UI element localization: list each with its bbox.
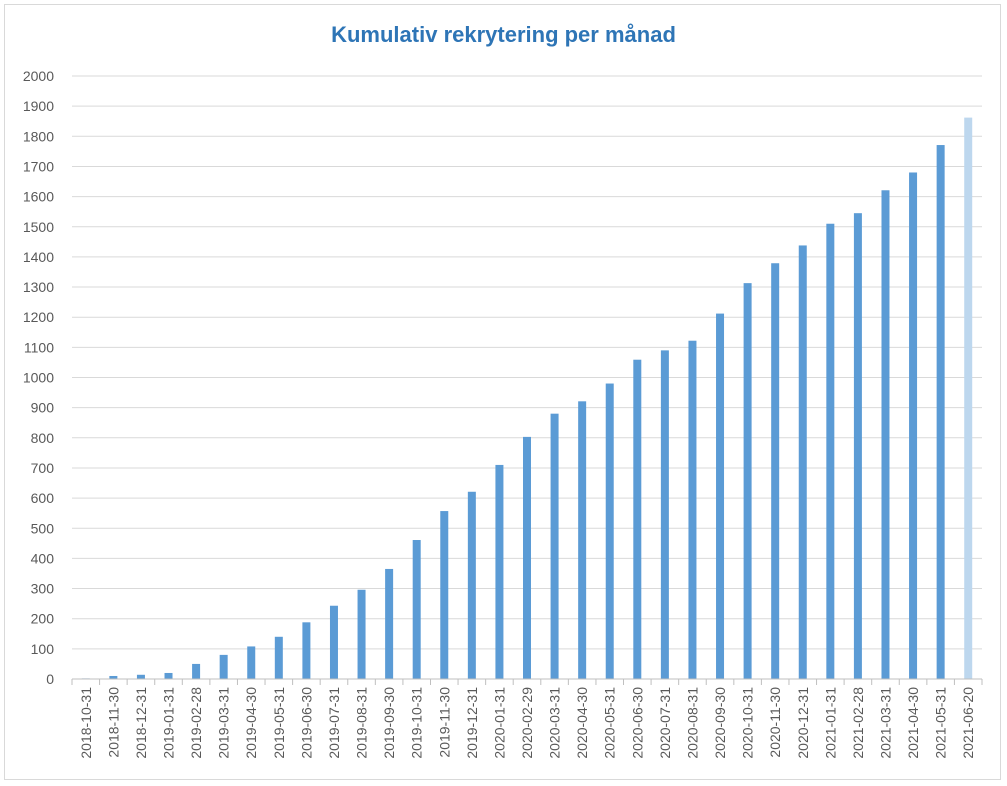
bar bbox=[523, 436, 531, 679]
y-tick-label: 1200 bbox=[23, 309, 54, 325]
bar bbox=[274, 636, 283, 679]
bar bbox=[550, 413, 559, 679]
x-tick-label: 2019-08-31 bbox=[354, 687, 370, 759]
y-tick-label: 600 bbox=[31, 490, 55, 506]
bar bbox=[605, 383, 614, 679]
x-tick-label: 2020-11-30 bbox=[767, 687, 783, 758]
x-tick-label: 2020-09-30 bbox=[712, 687, 728, 759]
bar bbox=[688, 340, 697, 679]
y-tick-label: 1400 bbox=[23, 249, 54, 265]
y-tick-label: 1100 bbox=[24, 339, 54, 355]
x-tick-label: 2018-11-30 bbox=[105, 687, 121, 758]
bar bbox=[164, 672, 173, 679]
bar bbox=[440, 511, 449, 679]
x-tick-label: 2021-02-28 bbox=[850, 687, 866, 759]
bar bbox=[909, 172, 918, 680]
bar bbox=[964, 117, 973, 680]
x-axis bbox=[71, 678, 983, 685]
chart-title: Kumulativ rekrytering per månad bbox=[331, 22, 676, 47]
x-tick-label: 2019-11-30 bbox=[436, 687, 452, 758]
bar bbox=[302, 622, 311, 679]
bars bbox=[81, 117, 973, 680]
y-tick-label: 1300 bbox=[23, 279, 54, 295]
bar bbox=[467, 491, 476, 679]
bar bbox=[357, 589, 366, 679]
x-tick-label: 2019-03-31 bbox=[216, 687, 232, 759]
y-tick-label: 1600 bbox=[23, 189, 54, 205]
x-tick-label: 2021-04-30 bbox=[905, 687, 921, 759]
bar bbox=[136, 674, 145, 679]
x-tick-label: 2018-12-31 bbox=[133, 687, 149, 759]
x-tick-label: 2021-03-31 bbox=[877, 687, 893, 759]
x-tick-label: 2020-03-31 bbox=[547, 687, 563, 759]
x-tick-label: 2020-10-31 bbox=[740, 687, 756, 759]
x-tick-label: 2020-05-31 bbox=[602, 687, 618, 759]
x-tick-label: 2021-01-31 bbox=[822, 687, 838, 759]
bar bbox=[385, 568, 394, 679]
y-tick-label: 900 bbox=[31, 400, 55, 416]
y-tick-label: 500 bbox=[31, 520, 55, 536]
x-tick-label: 2019-12-31 bbox=[464, 687, 480, 759]
bar bbox=[412, 540, 421, 679]
bar bbox=[329, 605, 338, 679]
y-tick-label: 400 bbox=[31, 550, 55, 566]
x-tick-label: 2021-05-31 bbox=[933, 687, 949, 759]
bar bbox=[716, 313, 725, 679]
x-tick-label: 2019-10-31 bbox=[409, 687, 425, 759]
x-tick-label: 2019-05-31 bbox=[271, 687, 287, 759]
y-tick-label: 2000 bbox=[23, 68, 54, 84]
x-tick-label: 2020-02-29 bbox=[519, 687, 535, 759]
x-tick-label: 2019-07-31 bbox=[326, 687, 342, 759]
bar bbox=[743, 283, 752, 679]
bar bbox=[192, 663, 201, 679]
x-tick-label: 2020-04-30 bbox=[574, 687, 590, 759]
bar bbox=[633, 359, 642, 679]
x-tick-label: 2019-04-30 bbox=[243, 687, 259, 759]
y-tick-label: 1500 bbox=[23, 219, 54, 235]
x-tick-label: 2019-01-31 bbox=[161, 687, 177, 759]
x-tick-label: 2020-01-31 bbox=[491, 687, 507, 759]
x-tick-label: 2020-06-30 bbox=[629, 687, 645, 759]
x-tick-label: 2021-06-20 bbox=[960, 687, 976, 759]
y-tick-label: 300 bbox=[31, 581, 55, 597]
y-tick-label: 1700 bbox=[23, 158, 54, 174]
bar bbox=[771, 263, 780, 679]
x-axis-tick-labels: 2018-10-31 2018-11-30 2018-12-31 2019-01-31… bbox=[78, 687, 976, 759]
y-tick-label: 700 bbox=[31, 460, 55, 476]
x-tick-label: 2020-08-31 bbox=[684, 687, 700, 759]
x-tick-label: 2018-10-31 bbox=[78, 687, 94, 759]
y-tick-label: 1000 bbox=[23, 370, 54, 386]
x-tick-label: 2019-09-30 bbox=[381, 687, 397, 759]
bar bbox=[853, 213, 862, 679]
bar bbox=[936, 145, 945, 679]
bar bbox=[660, 350, 669, 679]
x-tick-label: 2019-02-28 bbox=[188, 687, 204, 759]
bar bbox=[495, 464, 504, 679]
x-tick-label: 2019-06-30 bbox=[298, 687, 314, 759]
bar bbox=[798, 245, 807, 679]
bar bbox=[881, 190, 890, 679]
y-tick-label: 200 bbox=[31, 611, 55, 627]
bar bbox=[219, 654, 228, 679]
y-tick-label: 1900 bbox=[23, 98, 54, 114]
bar bbox=[826, 223, 835, 680]
y-tick-label: 0 bbox=[46, 671, 54, 687]
bar bbox=[247, 646, 256, 679]
y-tick-label: 1800 bbox=[23, 128, 54, 144]
bar bbox=[109, 675, 118, 679]
x-tick-label: 2020-12-31 bbox=[795, 687, 811, 759]
bar bbox=[578, 401, 587, 679]
y-tick-label: 100 bbox=[31, 641, 55, 657]
y-tick-label: 800 bbox=[31, 430, 55, 446]
x-tick-label: 2020-07-31 bbox=[657, 687, 673, 759]
y-axis-tick-labels: 0 100 200 300 400 500 600 700 800 900 1000 1100 1200… bbox=[23, 68, 54, 687]
